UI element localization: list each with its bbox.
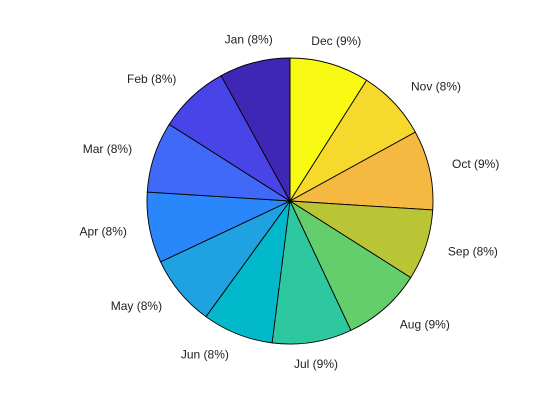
pie-label-apr: Apr (8%) [80,224,127,238]
pie-label-aug: Aug (9%) [400,318,450,332]
pie-slice-jan [220,57,291,202]
pie-slices [146,57,434,345]
pie-slice-dec [289,57,368,203]
pie-label-jun: Jun (8%) [181,347,229,361]
pie-label-mar: Mar (8%) [83,142,132,156]
pie-label-jul: Jul (9%) [294,357,338,371]
pie-label-feb: Feb (8%) [127,72,176,86]
pie-label-jan: Jan (8%) [225,32,273,46]
pie-slice-jul [271,199,352,345]
pie-label-nov: Nov (8%) [411,80,461,94]
pie-labels: Dec (9%) Nov (8%) Oct (9%) Sep (8%) Aug (9%)… [80,32,500,371]
pie-slice-aug [288,199,412,331]
pie-label-oct: Oct (9%) [452,157,499,171]
pie-label-may: May (8%) [111,299,162,313]
pie-slice-oct [288,131,434,211]
pie-label-sep: Sep (8%) [448,244,498,258]
pie-label-dec: Dec (9%) [311,34,361,48]
